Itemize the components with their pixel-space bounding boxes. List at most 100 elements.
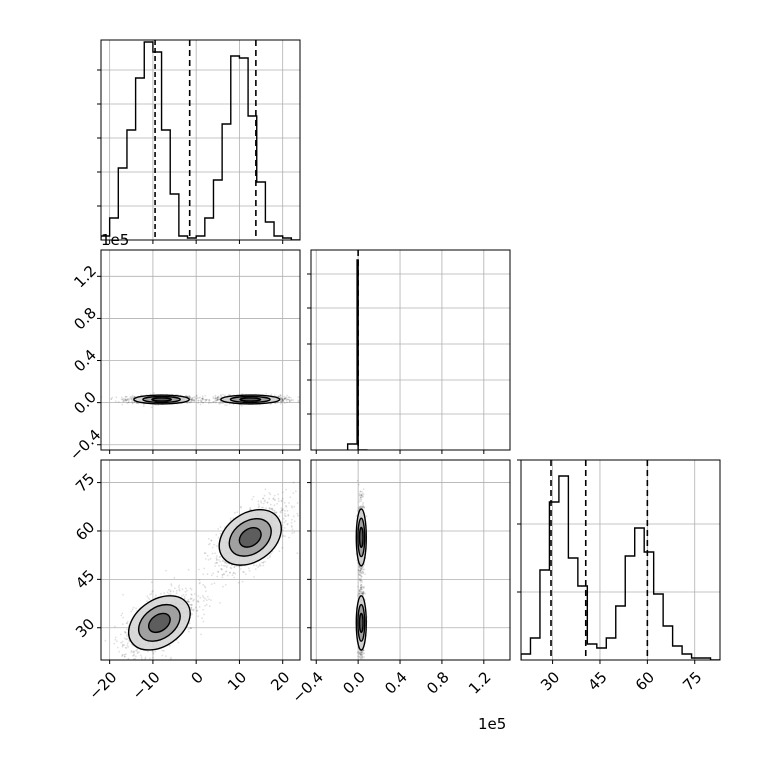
scatter-point [293,531,296,534]
scatter-point [286,398,289,401]
scatter-point [293,520,296,523]
scatter-point [226,574,229,577]
scatter-point [151,650,154,653]
scatter-point [165,655,167,657]
scatter-point [269,503,272,506]
scatter-point [281,546,284,549]
scatter-point [212,397,215,400]
scatter-point [293,505,295,508]
scatter-point [187,628,190,631]
scatter-point [187,600,190,603]
scatter-point [134,657,137,660]
tick-label-y: 60 [72,518,98,544]
scatter-point [151,591,154,593]
tick-label-x: 0.4 [381,668,411,698]
scatter-point [192,609,195,612]
scatter-point [190,398,193,401]
tick-label-x: 0.8 [423,668,453,698]
scatter-point [273,498,276,501]
scatter-point [125,400,128,402]
scatter-point [262,497,265,500]
scatter-point [281,399,284,401]
scatter-point [283,402,286,404]
scatter-point [194,399,196,402]
scatter-point [357,594,359,596]
scatter-point [216,397,218,400]
scatter-point [304,399,306,401]
scatter-point [222,564,225,567]
scatter-point [269,556,271,558]
scatter-point [192,396,195,399]
scatter-point [280,397,283,400]
scatter-point [191,396,194,399]
scatter-point [137,402,140,405]
scatter-point [121,654,124,657]
scatter-point [188,395,191,398]
scatter-point [220,568,223,571]
scatter-point [123,655,126,658]
scatter-point [222,585,224,588]
scatter-point [147,650,149,653]
scatter-point [360,651,363,654]
scatter-point [131,670,133,672]
scatter-point [196,600,199,603]
scatter-point [191,613,194,616]
scatter-point [217,528,220,530]
scatter-point [106,663,108,665]
scatter-point [206,554,209,557]
scatter-point [358,592,360,595]
scatter-point [217,396,219,399]
scatter-point [259,564,262,567]
tick-label-y: 45 [72,566,98,592]
scatter-point [191,398,194,400]
scatter-point [139,654,142,657]
scatter-point [121,623,124,626]
histogram-bin [118,168,127,240]
scatter-point [290,521,293,524]
scatter-point [196,609,199,612]
scatter-point [287,398,289,401]
scatter-point [196,609,198,612]
scatter-point [129,396,132,398]
scatter-point [130,610,133,613]
scatter-point [358,570,361,573]
scatter-point [360,577,362,580]
scatter-point [281,398,284,401]
scatter-point [288,536,290,539]
tick-label-y: 0.0 [70,388,100,418]
scatter-point [197,399,200,402]
scatter-point [124,646,127,649]
scatter-point [216,397,219,400]
scatter-point [209,557,212,560]
scatter-point [188,600,191,603]
scatter-point [262,497,264,500]
scatter-point [166,591,169,594]
scatter-point [237,581,240,584]
scatter-point [265,507,267,509]
scatter-point [357,655,359,658]
scatter-point [192,608,195,611]
scatter-point [218,559,220,561]
tick-label-y: 30 [72,615,98,641]
scatter-point [204,398,207,401]
scatter-point [302,399,304,401]
scatter-point [361,651,364,654]
scatter-point [221,573,224,576]
scatter-point [115,396,118,399]
scatter-point [358,577,361,580]
histogram-bin [196,236,205,240]
scatter-point [204,400,207,403]
scatter-point [196,397,199,399]
scatter-point [304,496,306,498]
scatter-point [121,645,124,648]
scatter-point [190,606,193,609]
scatter-point [229,394,232,396]
scatter-point [264,499,266,502]
scatter-point [264,560,267,563]
scatter-point [284,397,286,400]
scatter-point [248,569,251,572]
scatter-point [122,399,124,401]
scatter-point [284,510,286,512]
scatter-point [229,517,232,520]
